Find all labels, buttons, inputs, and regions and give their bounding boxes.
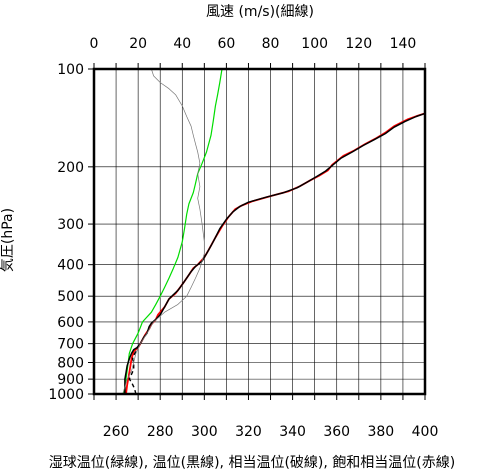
bottom-tick-label: 300 xyxy=(191,424,218,440)
bottom-axis-title: 湿球温位(緑線), 温位(黒線), 相当温位(破線), 飽和相当温位(赤線) xyxy=(49,454,455,471)
top-tick-label: 140 xyxy=(390,36,417,52)
bottom-tick-label: 280 xyxy=(147,424,174,440)
y-tick-label: 300 xyxy=(57,217,84,233)
top-tick-label: 40 xyxy=(173,36,191,52)
wind-speed-line xyxy=(122,68,205,395)
potential-temperature-line xyxy=(124,112,426,394)
saturated-equivalent-potential-temperature-line xyxy=(125,112,426,395)
grid xyxy=(88,63,426,400)
top-axis-title: 風速 (m/s)(細線) xyxy=(206,4,314,20)
top-tick-label: 120 xyxy=(345,36,372,52)
y-tick-label: 600 xyxy=(57,315,84,331)
y-tick-label: 100 xyxy=(57,62,84,78)
y-axis-title: 気圧(hPa) xyxy=(0,208,16,272)
top-tick-label: 100 xyxy=(301,36,328,52)
y-tick-label: 900 xyxy=(57,372,84,388)
top-tick-label: 20 xyxy=(129,36,147,52)
bottom-tick-label: 400 xyxy=(412,424,439,440)
series-lines xyxy=(122,68,426,395)
top-tick-label: 60 xyxy=(217,36,235,52)
bottom-tick-label: 360 xyxy=(323,424,350,440)
top-tick-label: 0 xyxy=(90,36,99,52)
wet-bulb-potential-temperature-line xyxy=(123,68,223,395)
y-tick-label: 500 xyxy=(57,289,84,305)
y-tick-label: 700 xyxy=(57,337,84,353)
bottom-tick-label: 260 xyxy=(103,424,130,440)
plot-frame xyxy=(92,67,427,396)
bottom-tick-label: 340 xyxy=(279,424,306,440)
y-tick-label: 200 xyxy=(57,160,84,176)
top-tick-label: 80 xyxy=(262,36,280,52)
y-tick-label: 1000 xyxy=(48,387,84,403)
bottom-tick-label: 320 xyxy=(235,424,262,440)
y-tick-label: 800 xyxy=(57,356,84,372)
bottom-tick-label: 380 xyxy=(367,424,394,440)
equivalent-potential-temperature-line xyxy=(128,347,139,395)
y-tick-label: 400 xyxy=(57,258,84,274)
